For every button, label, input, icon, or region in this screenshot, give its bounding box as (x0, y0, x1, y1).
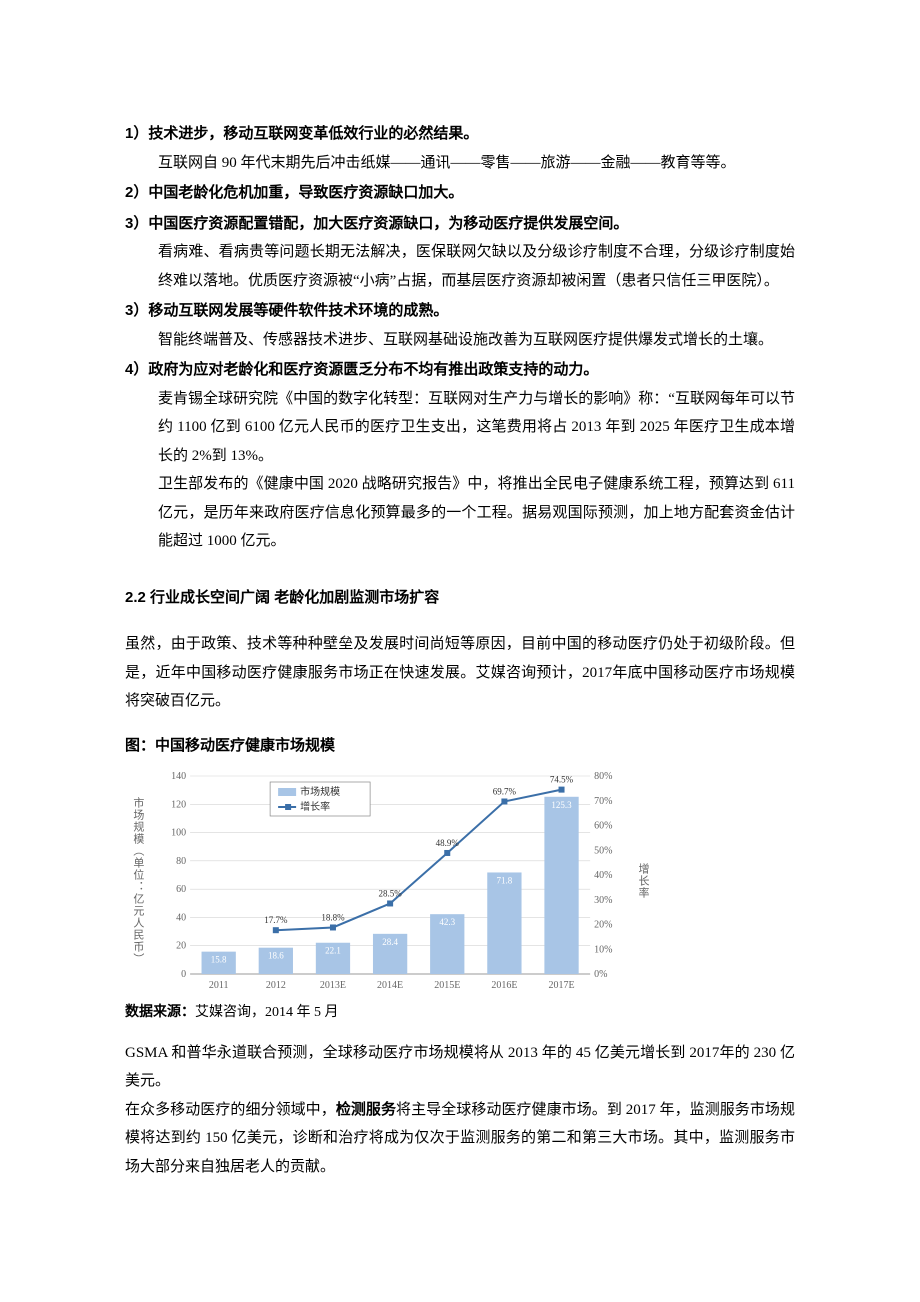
figure-source: 数据来源：艾媒咨询，2014 年 5 月 (125, 998, 795, 1027)
list-item: 3）移动互联网发展等硬件软件技术环境的成熟。智能终端普及、传感器技术进步、互联网… (125, 297, 795, 354)
list-item-body: 麦肯锡全球研究院《中国的数字化转型：互联网对生产力与增长的影响》称：“互联网每年… (158, 385, 795, 471)
svg-text:18.6: 18.6 (268, 951, 284, 961)
svg-text:15.8: 15.8 (211, 955, 227, 965)
svg-text:60%: 60% (594, 821, 612, 832)
svg-text:2015E: 2015E (434, 980, 460, 991)
svg-text:0%: 0% (594, 969, 607, 980)
svg-text:50%: 50% (594, 845, 612, 856)
svg-text:28.5%: 28.5% (378, 888, 402, 898)
svg-text:2017E: 2017E (548, 980, 574, 991)
list-item-number: 3） (125, 302, 148, 319)
list-item: 2）中国老龄化危机加重，导致医疗资源缺口加大。 (125, 179, 795, 208)
tail2-bold: 检测服务 (336, 1101, 396, 1118)
svg-text:40%: 40% (594, 870, 612, 881)
svg-text:22.1: 22.1 (325, 946, 341, 956)
list-item-number: 3） (125, 215, 148, 232)
svg-text:80: 80 (176, 856, 186, 867)
svg-text:市场规模: 市场规模 (300, 785, 340, 798)
figure-source-label: 数据来源： (125, 1003, 195, 1019)
svg-text:69.7%: 69.7% (493, 786, 517, 796)
svg-text:30%: 30% (594, 895, 612, 906)
list-item-body: 卫生部发布的《健康中国 2020 战略研究报告》中，将推出全民电子健康系统工程，… (158, 470, 795, 556)
list-item-number: 2） (125, 184, 148, 201)
svg-text:20: 20 (176, 941, 186, 952)
tail2-a: 在众多移动医疗的细分领域中， (125, 1102, 336, 1118)
svg-text:增长率: 增长率 (300, 800, 330, 813)
list-item-title: 政府为应对老龄化和医疗资源匮乏分布不均有推出政策支持的动力。 (148, 361, 598, 378)
svg-text:60: 60 (176, 884, 186, 895)
list-item-title: 技术进步，移动互联网变革低效行业的必然结果。 (148, 125, 478, 142)
svg-text:70%: 70% (594, 796, 612, 807)
svg-text:140: 140 (171, 771, 186, 782)
list-item: 3）中国医疗资源配置错配，加大医疗资源缺口，为移动医疗提供发展空间。看病难、看病… (125, 210, 795, 296)
monitoring-paragraph: 在众多移动医疗的细分领域中，检测服务将主导全球移动医疗健康市场。到 2017 年… (125, 1096, 795, 1182)
list-item-title: 中国医疗资源配置错配，加大医疗资源缺口，为移动医疗提供发展空间。 (148, 215, 628, 232)
svg-text:10%: 10% (594, 944, 612, 955)
svg-text:20%: 20% (594, 920, 612, 931)
list-item: 1）技术进步，移动互联网变革低效行业的必然结果。互联网自 90 年代末期先后冲击… (125, 120, 795, 177)
y-axis-left-label: 市场规模（单位：亿元人民币） (125, 766, 150, 996)
svg-text:48.9%: 48.9% (436, 838, 460, 848)
svg-text:2014E: 2014E (377, 980, 403, 991)
svg-text:71.8: 71.8 (496, 875, 512, 885)
svg-text:74.5%: 74.5% (550, 775, 574, 785)
list-item-body: 互联网自 90 年代末期先后冲击纸媒——通讯——零售——旅游——金融——教育等等… (158, 149, 795, 178)
list-item-title: 移动互联网发展等硬件软件技术环境的成熟。 (148, 302, 448, 319)
figure-title: 图：中国移动医疗健康市场规模 (125, 732, 795, 761)
svg-text:18.8%: 18.8% (321, 912, 345, 922)
svg-text:2016E: 2016E (491, 980, 517, 991)
list-item-body: 看病难、看病贵等问题长期无法解决，医保联网欠缺以及分级诊疗制度不合理，分级诊疗制… (158, 238, 795, 295)
svg-text:28.4: 28.4 (382, 937, 398, 947)
chart-svg: 0 20 40 60 80 100 120 140 0% 10% 20% 30% 40% 50% 60% 70… (150, 766, 630, 996)
svg-text:40: 40 (176, 912, 186, 923)
list-item-number: 1） (125, 125, 148, 142)
svg-text:125.3: 125.3 (551, 800, 572, 810)
svg-text:80%: 80% (594, 771, 612, 782)
market-size-chart: 市场规模（单位：亿元人民币） 0 20 40 60 80 100 120 140 0% 10% 20… (125, 766, 655, 996)
svg-text:42.3: 42.3 (439, 917, 455, 927)
y-axis-right-label: 增长率 (630, 766, 655, 996)
gsma-paragraph: GSMA 和普华永道联合预测，全球移动医疗市场规模将从 2013 年的 45 亿… (125, 1039, 795, 1096)
svg-text:0: 0 (181, 969, 186, 980)
list-item: 4）政府为应对老龄化和医疗资源匮乏分布不均有推出政策支持的动力。麦肯锡全球研究院… (125, 356, 795, 556)
drivers-list: 1）技术进步，移动互联网变革低效行业的必然结果。互联网自 90 年代末期先后冲击… (125, 120, 795, 556)
section-heading: 2.2 行业成长空间广阔 老龄化加剧监测市场扩容 (125, 584, 795, 613)
svg-text:100: 100 (171, 828, 186, 839)
list-item-title: 中国老龄化危机加重，导致医疗资源缺口加大。 (148, 184, 463, 201)
figure-source-value: 艾媒咨询，2014 年 5 月 (195, 1005, 339, 1020)
list-item-number: 4） (125, 361, 148, 378)
svg-text:17.7%: 17.7% (264, 915, 288, 925)
svg-text:2012: 2012 (266, 980, 286, 991)
intro-paragraph: 虽然，由于政策、技术等种种壁垒及发展时间尚短等原因，目前中国的移动医疗仍处于初级… (125, 630, 795, 716)
list-item-body: 智能终端普及、传感器技术进步、互联网基础设施改善为互联网医疗提供爆发式增长的土壤… (158, 326, 795, 355)
svg-text:2011: 2011 (209, 980, 229, 991)
svg-text:120: 120 (171, 799, 186, 810)
svg-text:2013E: 2013E (320, 980, 346, 991)
